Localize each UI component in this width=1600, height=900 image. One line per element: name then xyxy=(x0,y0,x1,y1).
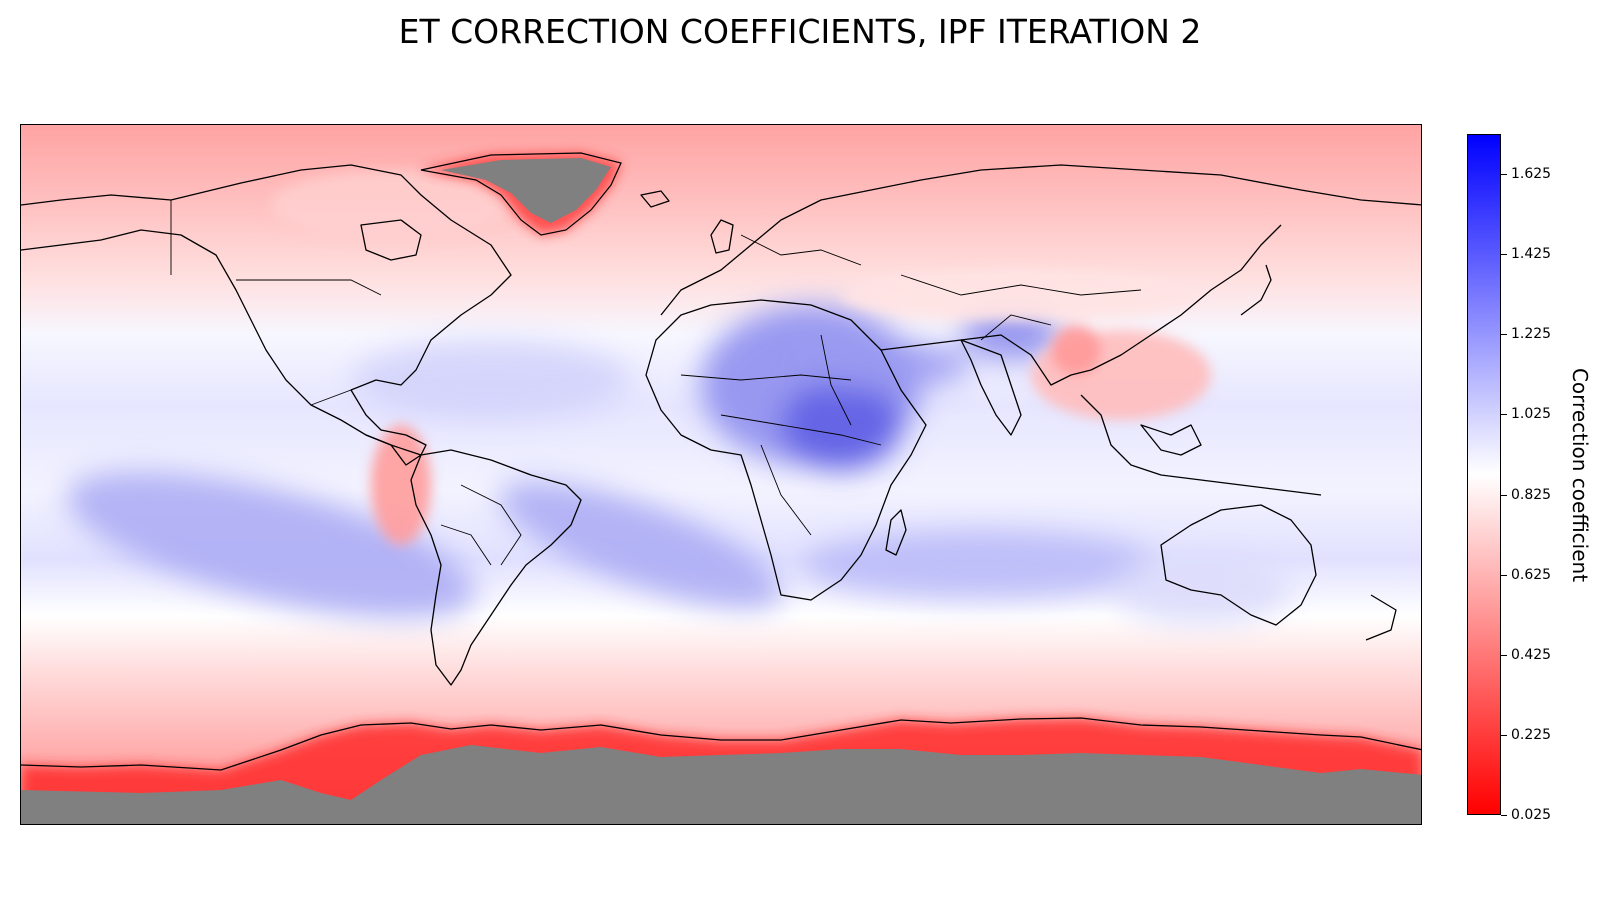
colorbar-tick-label: 0.825 xyxy=(1511,486,1552,503)
colorbar-tick-label: 0.625 xyxy=(1511,566,1552,583)
colorbar-tick xyxy=(1501,414,1507,416)
colorbar-tick xyxy=(1501,574,1507,576)
colorbar xyxy=(1467,134,1501,815)
colorbar-tick-label: 1.225 xyxy=(1511,326,1552,343)
country-borders xyxy=(170,200,1142,566)
coastlines xyxy=(21,164,1421,686)
red-anomalies xyxy=(271,170,1211,545)
colorbar-tick xyxy=(1501,815,1507,816)
colorbar-tick xyxy=(1501,334,1507,336)
colorbar-tick-label: 1.625 xyxy=(1511,166,1552,183)
colorbar-tick xyxy=(1501,734,1507,736)
colorbar-tick-label: 0.425 xyxy=(1511,646,1552,663)
blue-anomalies xyxy=(66,305,1291,625)
colorbar-tick xyxy=(1501,494,1507,496)
colorbar-tick-label: 0.225 xyxy=(1511,726,1552,743)
colorbar-axis-label: Correction coefficient xyxy=(1568,367,1592,583)
colorbar-tick xyxy=(1501,174,1507,176)
antarctica-nodata xyxy=(21,745,1421,824)
colorbar-tick-label: 1.425 xyxy=(1511,246,1552,263)
colorbar-tick-label: 1.025 xyxy=(1511,406,1552,423)
colorbar-tick-label: 0.025 xyxy=(1511,807,1552,823)
ocean-field xyxy=(21,125,1421,824)
colorbar-tick xyxy=(1501,254,1507,256)
colorbar-tick xyxy=(1501,654,1507,656)
map-panel[interactable] xyxy=(20,124,1422,825)
map-title: ET CORRECTION COEFFICIENTS, IPF ITERATIO… xyxy=(398,12,1202,51)
greenland-nodata xyxy=(441,158,611,223)
